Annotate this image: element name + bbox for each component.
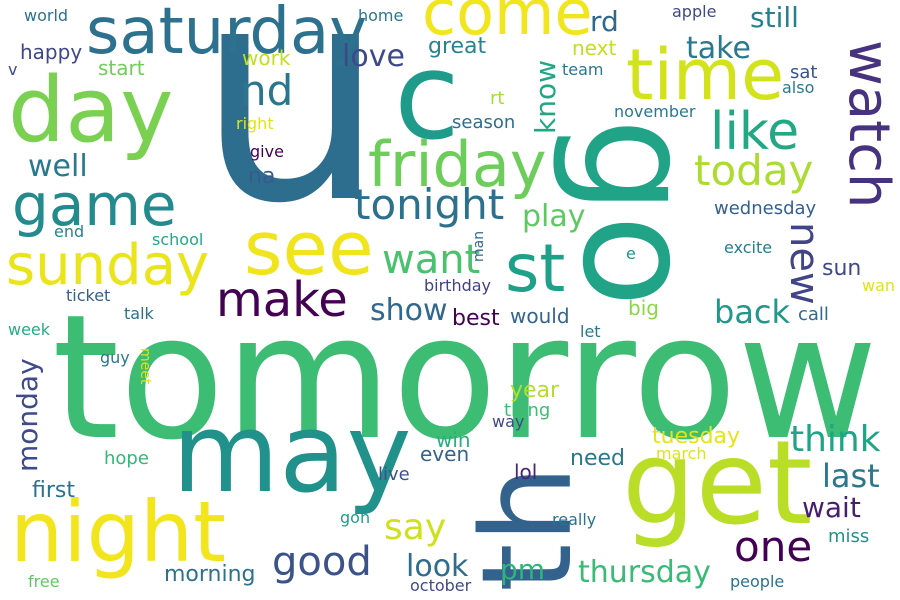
word-tomorrow: tomorrow [52,277,878,478]
word-make: make [216,272,348,328]
word-like: like [710,102,800,162]
word-ticket: ticket [66,286,111,305]
word-world: world [24,6,69,25]
word-way: way [492,412,525,431]
word-think: think [790,419,881,460]
word-wednesday: wednesday [714,198,817,219]
word-e: e [626,244,636,263]
word-time: time [626,34,785,116]
word-get: get [622,416,813,551]
word-one: one [734,522,813,571]
word-call: call [798,304,829,325]
word-end: end [54,222,85,241]
word-see: see [244,206,374,292]
word-day: day [8,58,174,163]
word-let: let [580,322,601,341]
word-best: best [452,306,500,331]
word-rt: rt [490,88,505,109]
word-need: need [570,446,625,471]
word-great: great [428,34,487,59]
word-school: school [152,230,204,249]
word-excite: excite [724,238,773,257]
word-season: season [452,112,516,133]
word-na: na [248,164,276,189]
word-meet: meet [137,348,153,385]
word-say: say [384,507,447,548]
word-win: win [436,428,471,452]
word-night: night [10,483,227,581]
word-give: give [250,142,284,161]
word-last: last [822,457,880,495]
word-march: march [656,444,707,463]
word-would: would [510,304,570,328]
word-even: even [420,442,470,466]
word-team: team [562,60,604,79]
word-may: may [172,389,412,517]
word-sun: sun [822,256,862,281]
word-happy: happy [20,40,83,64]
word-take: take [686,31,751,66]
word-thing: thing [504,400,551,421]
word-play: play [522,199,586,234]
word-know: know [529,60,562,134]
word-start: start [98,56,145,80]
word-rd: rd [590,5,619,38]
word-live: live [378,464,410,485]
word-sat: sat [790,62,818,83]
word-year: year [510,378,560,403]
word-today: today [694,146,814,195]
word-week: week [8,320,51,339]
word-work: work [242,46,291,70]
word-c: c [394,28,460,167]
word-v: v [8,60,18,79]
word-apple: apple [672,2,717,21]
word-first: first [32,478,75,503]
word-also: also [782,78,815,97]
word-guy: guy [100,348,130,367]
word-man: man [471,230,487,262]
word-november: november [614,102,696,121]
word-thursday: thursday [578,555,711,590]
word-come: come [422,0,593,49]
word-back: back [714,293,791,331]
word-morning: morning [164,562,256,587]
word-hope: hope [104,448,149,469]
word-friday: friday [368,128,547,201]
word-monday: monday [11,358,44,472]
word-still: still [750,1,799,34]
word-u: u [196,0,387,269]
word-nd: nd [240,66,294,115]
word-lol: lol [514,460,538,484]
word-show: show [370,293,448,328]
word-love: love [342,39,405,74]
word-birthday: birthday [424,276,492,295]
word-next: next [572,36,617,60]
word-look: look [406,549,469,584]
word-home: home [358,6,404,25]
word-right: right [236,114,274,133]
word-wan: wan [862,276,896,295]
word-watch: watch [836,40,900,209]
word-wait: wait [802,491,861,524]
word-miss: miss [828,526,870,547]
word-tonight: tonight [354,180,505,229]
word-talk: talk [124,304,154,323]
word-really: really [552,510,597,529]
word-october: october [410,576,472,595]
word-new: new [781,222,827,305]
word-saturday: saturday [86,0,368,69]
word-st: st [505,230,566,307]
word-game: game [12,171,177,239]
word-want: want [382,237,481,283]
word-people: people [730,572,785,591]
word-pm: pm [500,553,546,586]
word-big: big [628,296,659,320]
word-gon: gon [340,508,371,527]
word-good: good [272,539,372,585]
word-tuesday: tuesday [652,424,741,449]
word-free: free [28,572,60,591]
word-well: well [28,149,88,184]
word-sunday: sunday [6,233,210,298]
